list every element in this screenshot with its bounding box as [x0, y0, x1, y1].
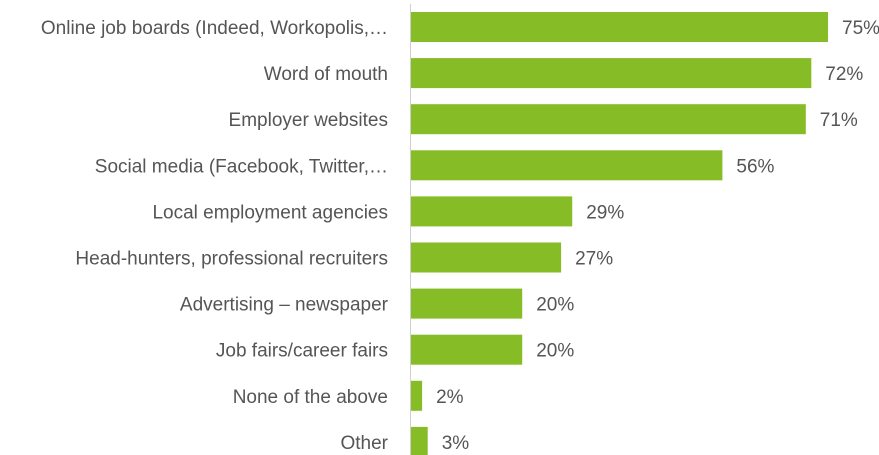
bars-layer [411, 12, 828, 455]
value-labels: 75% 72% 71% 56% 29% 27% 20% 20% 2% 3% [436, 18, 879, 454]
category-label-online-job-boards-indeed-workopolis: Online job boards (Indeed, Workopolis,… [41, 18, 388, 39]
value-label-social-media-facebook-twitter: 56% [736, 156, 774, 177]
value-label-local-employment-agencies: 29% [586, 202, 624, 223]
category-label-advertising-newspaper: Advertising – newspaper [180, 295, 389, 316]
value-label-job-fairs-career-fairs: 20% [536, 341, 574, 362]
category-label-none-of-the-above: None of the above [233, 387, 388, 408]
category-label-social-media-facebook-twitter: Social media (Facebook, Twitter,… [95, 156, 388, 177]
bar-word-of-mouth [411, 58, 812, 89]
category-label-employer-websites: Employer websites [229, 110, 388, 131]
category-label-head-hunters-professional-recruiters: Head-hunters, professional recruiters [75, 249, 388, 270]
bar-advertising-newspaper [411, 288, 523, 319]
category-labels: Online job boards (Indeed, Workopolis,… W… [41, 18, 389, 454]
category-label-other: Other [340, 433, 388, 454]
value-label-head-hunters-professional-recruiters: 27% [575, 249, 613, 270]
bar-online-job-boards-indeed-workopolis [411, 12, 828, 42]
bar-local-employment-agencies [411, 196, 573, 227]
value-label-advertising-newspaper: 20% [536, 295, 574, 316]
value-label-other: 3% [442, 433, 470, 454]
value-label-online-job-boards-indeed-workopolis: 75% [842, 18, 879, 39]
value-label-none-of-the-above: 2% [436, 387, 464, 408]
bar-social-media-facebook-twitter [411, 150, 723, 181]
bar-job-fairs-career-fairs [411, 334, 523, 365]
bar-head-hunters-professional-recruiters [411, 242, 562, 273]
bar-other [411, 426, 428, 455]
value-label-word-of-mouth: 72% [825, 64, 863, 85]
category-label-job-fairs-career-fairs: Job fairs/career fairs [216, 341, 388, 362]
category-label-word-of-mouth: Word of mouth [264, 64, 388, 85]
category-label-local-employment-agencies: Local employment agencies [152, 202, 388, 223]
value-label-employer-websites: 71% [820, 110, 858, 131]
bar-employer-websites [411, 104, 806, 135]
bar-none-of-the-above [411, 380, 423, 411]
